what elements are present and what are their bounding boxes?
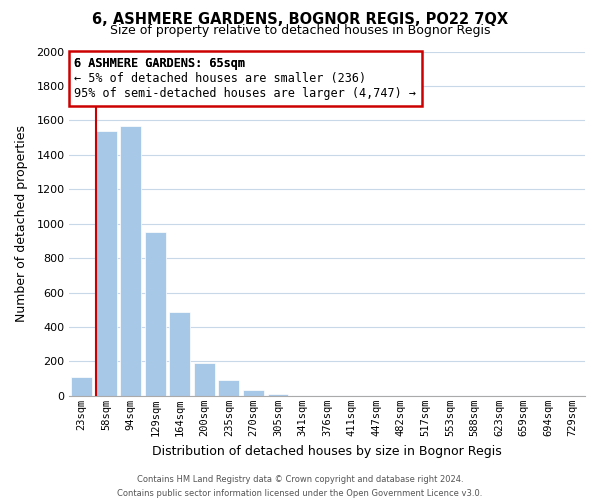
Y-axis label: Number of detached properties: Number of detached properties [15,125,28,322]
Text: 6, ASHMERE GARDENS, BOGNOR REGIS, PO22 7QX: 6, ASHMERE GARDENS, BOGNOR REGIS, PO22 7… [92,12,508,28]
Bar [71,377,92,396]
Bar [194,363,215,396]
Bar [268,394,289,396]
X-axis label: Distribution of detached houses by size in Bognor Regis: Distribution of detached houses by size … [152,444,502,458]
Bar [243,390,264,396]
Text: 6 ASHMERE GARDENS: 65sqm
← 5% of detached houses are smaller (236)
95% of semi-d: 6 ASHMERE GARDENS: 65sqm ← 5% of detache… [74,56,416,100]
Text: 6 ASHMERE GARDENS: 65sqm: 6 ASHMERE GARDENS: 65sqm [74,56,245,70]
Bar [218,380,239,396]
Bar [96,130,116,396]
Bar [120,126,141,396]
Bar [169,312,190,396]
Text: Contains HM Land Registry data © Crown copyright and database right 2024.
Contai: Contains HM Land Registry data © Crown c… [118,476,482,498]
Bar [145,232,166,396]
Text: Size of property relative to detached houses in Bognor Regis: Size of property relative to detached ho… [110,24,490,37]
